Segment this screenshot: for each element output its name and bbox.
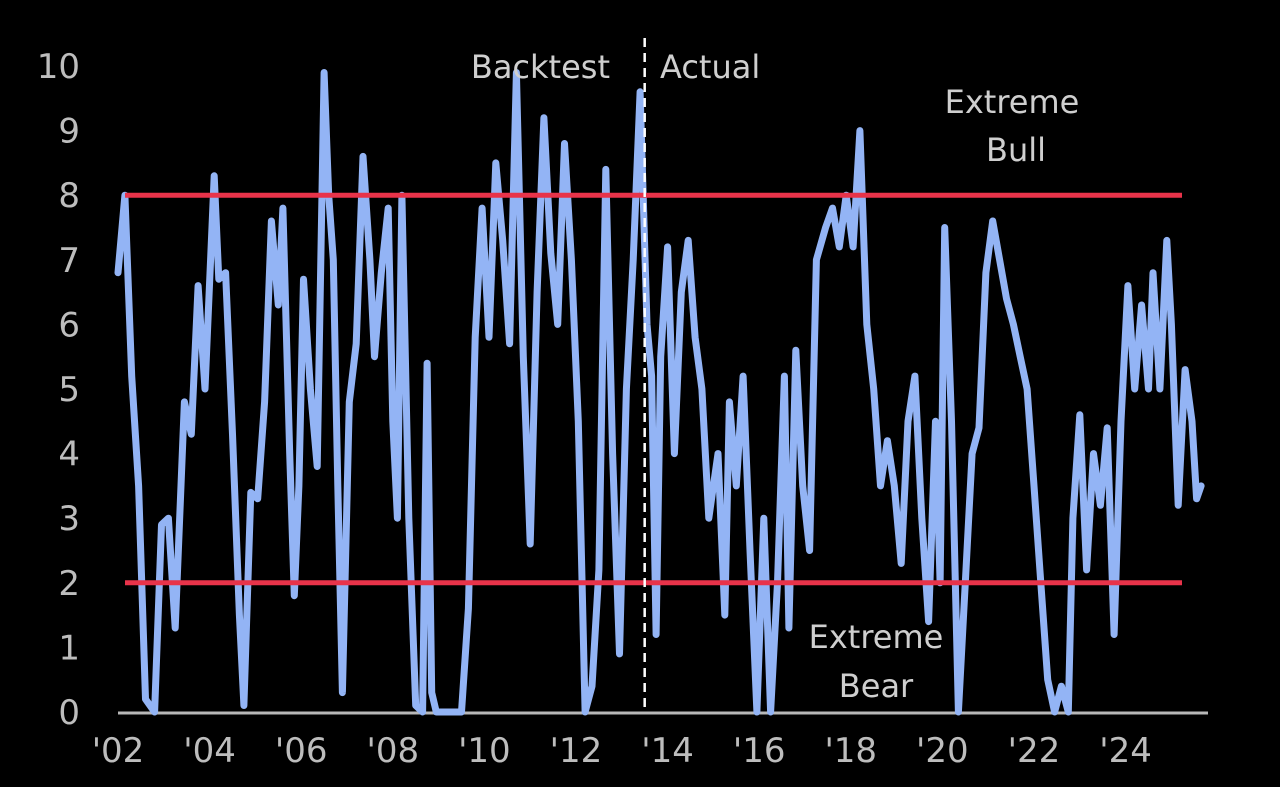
x-tick-label: '10	[458, 731, 511, 771]
x-tick-label: '04	[183, 731, 236, 771]
x-tick-label: '02	[92, 731, 145, 771]
threshold-layer	[125, 192, 1182, 586]
x-tick-label: '18	[824, 731, 877, 771]
backtest-label: Backtest	[471, 48, 610, 86]
y-tick-label: 10	[37, 47, 80, 87]
y-tick-label: 2	[58, 564, 80, 604]
y-tick-labels: 0 1 2 3 4 5 6 7 8 9 10	[37, 47, 80, 733]
y-tick-label: 8	[58, 176, 80, 216]
extreme-bear-label-line1: Extreme	[809, 618, 944, 656]
x-tick-label: '24	[1099, 731, 1152, 771]
x-tick-label: '20	[916, 731, 969, 771]
x-tick-label: '12	[550, 731, 603, 771]
y-tick-label: 9	[58, 112, 80, 152]
x-tick-label: '16	[733, 731, 786, 771]
series-layer	[114, 69, 1205, 716]
x-tick-label: '14	[641, 731, 694, 771]
y-tick-label: 7	[58, 241, 80, 281]
x-tick-label: '08	[366, 731, 419, 771]
y-tick-label: 3	[58, 499, 80, 539]
y-tick-label: 4	[58, 435, 80, 475]
y-tick-label: 5	[58, 370, 80, 410]
y-tick-label: 0	[58, 693, 80, 733]
x-tick-labels: '02 '04 '06 '08 '10 '12 '14 '16 '18 '20 '22 '24	[92, 731, 1152, 771]
y-tick-label: 6	[58, 305, 80, 345]
series-line	[114, 69, 1205, 716]
extreme-bear-label-line2: Bear	[839, 667, 914, 705]
x-tick-label: '22	[1008, 731, 1061, 771]
x-tick-label: '06	[275, 731, 328, 771]
extreme-bull-label-line1: Extreme	[945, 83, 1080, 121]
extreme-bull-label-line2: Bull	[986, 131, 1046, 169]
actual-label: Actual	[660, 48, 760, 86]
y-tick-label: 1	[58, 628, 80, 668]
